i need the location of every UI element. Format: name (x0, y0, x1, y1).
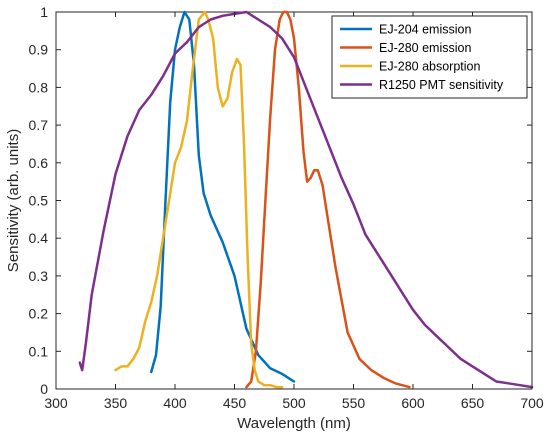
x-tick-label: 650 (461, 395, 485, 411)
legend-label: EJ-204 emission (379, 23, 471, 37)
y-tick-label: 0.8 (29, 79, 49, 95)
y-tick-label: 0.3 (29, 268, 49, 284)
y-tick-label: 1 (40, 4, 48, 20)
legend: EJ-204 emission EJ-280 emission EJ-280 abs… (331, 15, 528, 99)
y-tick-label: 0.2 (29, 306, 49, 322)
x-tick-label: 600 (401, 395, 425, 411)
legend-label: R1250 PMT sensitivity (379, 78, 504, 92)
legend-label: EJ-280 absorption (379, 60, 481, 74)
y-axis: 0 0.1 0.2 0.3 0.4 0.5 0.6 0.7 0.8 0.9 1 (29, 4, 532, 397)
x-axis-label: Wavelength (nm) (237, 415, 351, 432)
x-tick-label: 550 (342, 395, 366, 411)
series-line-4 (78, 10, 534, 389)
x-tick-label: 450 (223, 395, 247, 411)
y-tick-label: 0.5 (29, 193, 49, 209)
x-tick-label: 300 (44, 395, 68, 411)
x-tick-label: 500 (282, 395, 306, 411)
legend-label: EJ-280 emission (379, 41, 471, 55)
y-tick-label: 0.6 (29, 155, 49, 171)
x-tick-label: 400 (163, 395, 187, 411)
series-line-2 (245, 10, 411, 389)
y-tick-label: 0.9 (29, 42, 49, 58)
y-tick-label: 0 (40, 381, 48, 397)
y-tick-label: 0.7 (29, 117, 49, 133)
y-tick-label: 0.1 (29, 343, 49, 359)
x-axis: 300 350 400 450 500 550 600 650 700 (44, 12, 544, 411)
series-lines (78, 10, 534, 389)
y-tick-label: 0.4 (29, 230, 49, 246)
x-tick-label: 350 (104, 395, 128, 411)
series-line-3 (114, 10, 284, 389)
x-tick-label: 700 (520, 395, 544, 411)
y-axis-label: Sensitivity (arb. units) (5, 129, 22, 272)
